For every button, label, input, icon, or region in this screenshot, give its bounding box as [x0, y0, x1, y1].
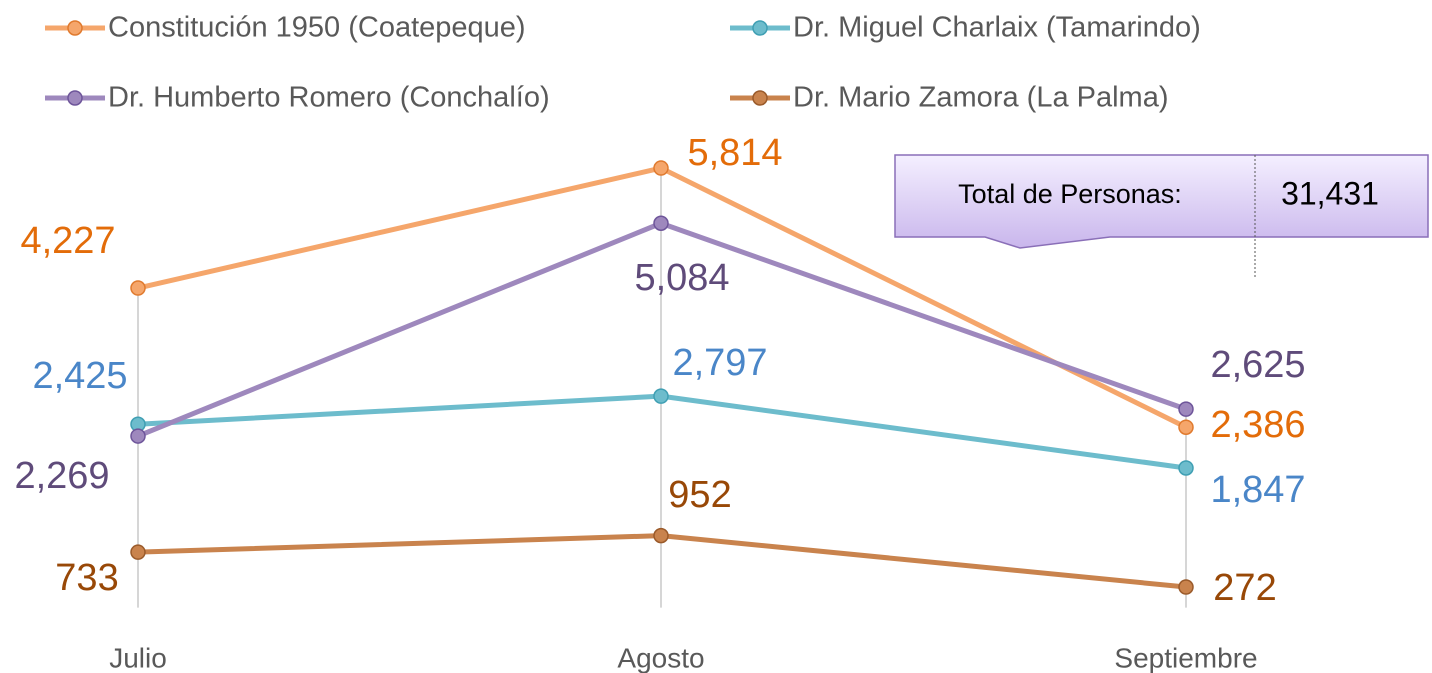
- legend-marker: [752, 90, 768, 106]
- legend-label: Dr. Miguel Charlaix (Tamarindo): [793, 12, 1201, 44]
- data-point: [1178, 401, 1194, 417]
- data-point: [653, 388, 669, 404]
- data-point: [1178, 419, 1194, 435]
- data-point: [1178, 460, 1194, 476]
- data-point: [130, 280, 146, 296]
- callout-box: [894, 154, 1429, 249]
- data-point: [653, 527, 669, 544]
- data-label: 2,625: [1210, 344, 1305, 386]
- data-point: [130, 428, 146, 444]
- legend-label: Constitución 1950 (Coatepeque): [108, 12, 526, 44]
- x-tick-label: Septiembre: [1114, 642, 1257, 673]
- data-label: 1,847: [1210, 469, 1305, 511]
- data-label: 952: [668, 474, 731, 516]
- data-point: [653, 215, 669, 231]
- data-label: 2,386: [1210, 404, 1305, 446]
- legend-marker: [67, 20, 83, 36]
- legend-marker: [752, 20, 768, 36]
- x-tick-label: Agosto: [617, 642, 704, 673]
- data-label: 733: [55, 557, 118, 599]
- series-line: [137, 393, 1187, 471]
- data-label: 4,227: [20, 220, 115, 262]
- data-label: 5,084: [634, 257, 729, 299]
- legend-label: Dr. Mario Zamora (La Palma): [793, 82, 1169, 114]
- data-point: [130, 544, 146, 560]
- callout-value: 31,431: [1281, 175, 1379, 211]
- callout: Total de Personas: 31,431: [894, 154, 1429, 278]
- series-line: [137, 220, 1187, 439]
- callout-label: Total de Personas:: [958, 179, 1182, 209]
- data-label: 272: [1213, 567, 1276, 609]
- data-label: 2,425: [32, 355, 127, 397]
- data-point: [1178, 579, 1194, 595]
- data-label: 2,269: [14, 455, 109, 497]
- data-point: [653, 160, 669, 176]
- legend-marker: [67, 90, 83, 106]
- data-label: 2,797: [672, 342, 767, 384]
- legend-label: Dr. Humberto Romero (Conchalío): [108, 82, 550, 114]
- x-tick-label: Julio: [109, 642, 167, 673]
- series-line: [137, 533, 1187, 590]
- data-label: 5,814: [687, 132, 782, 174]
